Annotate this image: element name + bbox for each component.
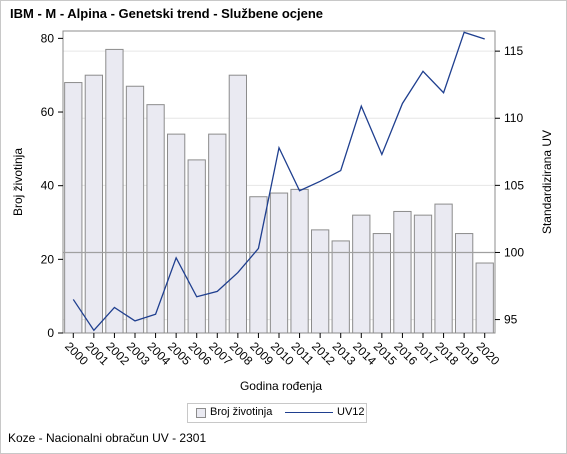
y2-tick-label: 115 [504, 44, 523, 58]
y-tick-label: 80 [41, 31, 55, 45]
bar [434, 203, 453, 334]
bar [64, 82, 83, 334]
bar [331, 240, 350, 334]
y-axis-label: Broj životinja [11, 148, 25, 216]
y2-tick-label: 95 [504, 313, 518, 327]
y2-tick-label: 100 [504, 245, 524, 259]
y2-axis-label: Standardizirana UV [540, 130, 554, 234]
bar [228, 74, 247, 334]
y2-tick-label: 110 [504, 111, 523, 125]
bar [167, 133, 186, 334]
y-tick-label: 0 [47, 326, 54, 340]
legend-label-line: UV12 [337, 406, 365, 418]
bar [84, 74, 103, 334]
bar [105, 48, 124, 334]
y-tick-label: 60 [41, 105, 55, 119]
y2-tick-label: 105 [504, 178, 524, 192]
bar [372, 233, 391, 334]
x-tick-label: 2000 [62, 339, 91, 368]
legend-line-swatch [285, 412, 333, 413]
legend-bar-swatch [196, 408, 206, 418]
bar [290, 188, 309, 334]
bar [413, 214, 433, 334]
y-tick-label: 20 [41, 252, 55, 266]
footnote: Koze - Nacionalni obračun UV - 2301 [8, 431, 207, 445]
bar [187, 159, 206, 334]
chart-title: IBM - M - Alpina - Genetski trend - Služ… [10, 6, 323, 21]
legend-label-bars: Broj životinja [210, 406, 273, 418]
x-axis-label: Godina rođenja [240, 379, 322, 393]
series-line-uv12 [72, 31, 485, 332]
bar [393, 210, 412, 334]
line-layer [72, 31, 485, 332]
legend: Broj životinja UV12 [187, 403, 367, 423]
bar [455, 233, 474, 334]
bar [311, 229, 330, 334]
bar-layer [64, 48, 494, 334]
y-tick-label: 40 [41, 179, 55, 193]
bar [475, 262, 494, 334]
bar [352, 214, 371, 334]
bar [269, 192, 289, 334]
bar [208, 133, 227, 334]
bar [125, 85, 145, 334]
